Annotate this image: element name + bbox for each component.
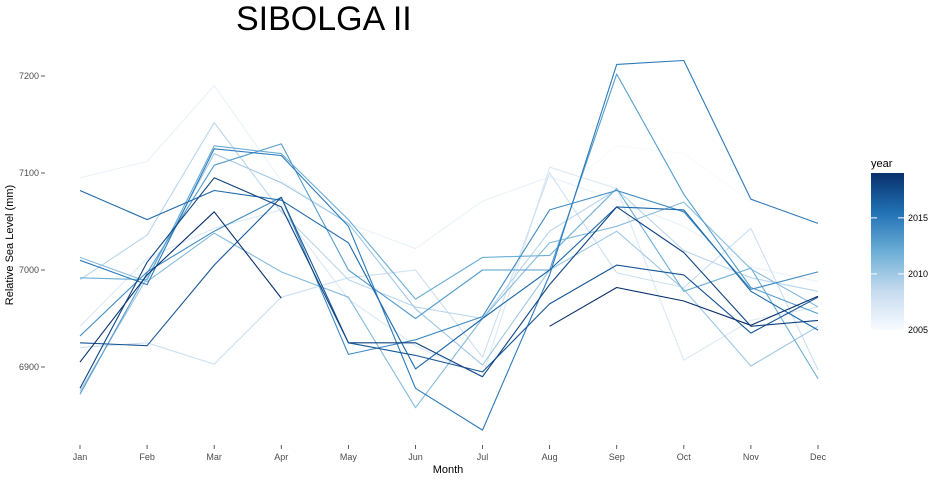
series-line-2006 xyxy=(79,85,819,283)
x-tick-label: Nov xyxy=(743,452,760,462)
legend-ticks: 2005 2010 2015 xyxy=(871,213,928,335)
series-lines xyxy=(79,59,819,431)
x-tick-label: Mar xyxy=(206,452,222,462)
x-tick-label: Aug xyxy=(542,452,558,462)
series-line-2009 xyxy=(79,122,819,320)
series-line-2019 xyxy=(79,211,282,363)
series-line-2015 xyxy=(79,59,819,431)
series-line-2012 xyxy=(79,145,819,379)
x-tick-label: Sep xyxy=(609,452,625,462)
x-tick-label: May xyxy=(340,452,358,462)
x-tick-label: Feb xyxy=(139,452,155,462)
series-line-2013 xyxy=(79,73,819,395)
x-tick-label: Apr xyxy=(274,452,288,462)
x-axis: Jan Feb Mar Apr May Jun Jul Aug Sep Oct Nov Dec xyxy=(73,445,827,462)
legend-tick-label: 2010 xyxy=(908,269,928,279)
y-axis-title: Relative Sea Level (mm) xyxy=(4,185,16,305)
x-tick-label: Jun xyxy=(408,452,423,462)
series-line-2018 xyxy=(79,177,819,389)
y-tick-label: 6900 xyxy=(19,362,39,372)
y-tick-label: 7000 xyxy=(19,265,39,275)
series-line-2017 xyxy=(79,196,819,373)
legend-tick-label: 2015 xyxy=(908,213,928,223)
x-tick-label: Jul xyxy=(477,452,489,462)
series-line-2010 xyxy=(79,153,819,392)
x-tick-label: Oct xyxy=(677,452,692,462)
y-axis: 6900 7000 7100 7200 xyxy=(19,71,45,372)
series-line-2014 xyxy=(79,189,819,355)
series-line-2011 xyxy=(79,201,819,409)
legend-title: year xyxy=(871,158,893,170)
x-tick-label: Dec xyxy=(810,452,827,462)
series-line-2008 xyxy=(79,172,819,371)
series-line-2007 xyxy=(79,166,819,378)
y-tick-label: 7100 xyxy=(19,168,39,178)
y-tick-label: 7200 xyxy=(19,71,39,81)
legend-tick-label: 2005 xyxy=(908,325,928,335)
x-axis-title: Month xyxy=(433,464,464,476)
legend-colorbar xyxy=(871,173,904,330)
series-line-2019 xyxy=(549,286,819,327)
series-line-2005 xyxy=(549,145,752,203)
chart-title: SIBOLGA II xyxy=(236,0,412,38)
legend: year 2005 2010 2015 xyxy=(871,158,928,335)
x-tick-label: Jan xyxy=(73,452,88,462)
series-line-2016 xyxy=(79,189,819,370)
